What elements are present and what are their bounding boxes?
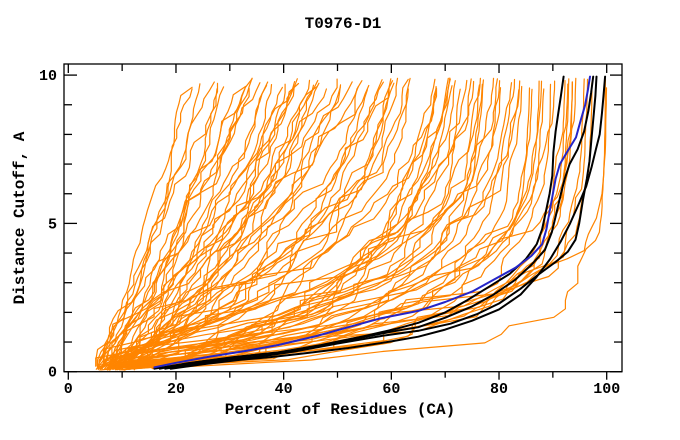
model-curve-orange: [119, 79, 566, 369]
x-tick-label: 40: [275, 381, 293, 398]
model-curve-orange: [97, 82, 219, 371]
model-curve-orange: [109, 88, 389, 371]
model-curve-orange: [114, 81, 353, 370]
model-curve-orange: [98, 80, 296, 370]
model-curve-orange: [135, 81, 269, 370]
model-curve-orange: [104, 77, 577, 367]
model-curve-orange: [125, 78, 570, 366]
model-curve-orange: [107, 80, 543, 368]
model-curve-orange: [102, 80, 475, 367]
model-curve-orange: [109, 85, 523, 366]
model-curve-orange: [101, 78, 338, 367]
model-curve-orange: [102, 80, 394, 368]
model-curve-orange: [113, 87, 608, 366]
y-axis-label: Distance Cutoff, A: [11, 131, 29, 305]
model-curve-orange: [102, 78, 585, 366]
model-curve-orange: [136, 78, 516, 368]
y-tick-label: 5: [48, 216, 57, 233]
model-curve-orange: [133, 78, 451, 367]
model-curve-orange: [107, 82, 261, 370]
model-curve-orange: [104, 84, 342, 370]
x-axis-label: Percent of Residues (CA): [224, 401, 456, 419]
model-curve-orange: [95, 77, 253, 370]
model-curve-orange: [120, 83, 552, 367]
plot-frame: [63, 63, 623, 373]
model-curve-orange: [122, 86, 341, 367]
x-tick-label: 0: [64, 381, 73, 398]
model-curve-orange: [108, 80, 363, 368]
model-curve-model-black-3: [164, 75, 598, 370]
model-curve-orange: [128, 85, 295, 370]
model-curve-orange: [121, 88, 409, 367]
x-tick-label: 20: [167, 381, 185, 398]
model-curve-orange: [99, 85, 359, 371]
model-curve-model-blue: [153, 75, 591, 369]
model-curve-orange: [124, 87, 502, 367]
model-curve-orange: [101, 79, 311, 370]
model-curve-orange: [121, 83, 286, 370]
model-curve-orange: [128, 79, 319, 366]
model-curve-orange: [104, 85, 453, 366]
model-curve-orange: [111, 80, 521, 368]
model-curve-orange: [112, 78, 472, 370]
y-tick-label: 0: [48, 365, 57, 382]
x-tick-label: 80: [490, 381, 508, 398]
y-tick-label: 10: [39, 68, 57, 85]
x-tick-label: 60: [382, 381, 400, 398]
model-curve-orange: [151, 77, 607, 370]
model-curve-orange: [95, 86, 193, 367]
model-curve-orange: [96, 87, 250, 369]
model-curve-orange: [106, 79, 468, 371]
model-curve-orange: [128, 82, 513, 370]
model-curve-orange: [102, 84, 268, 366]
model-curve-orange: [107, 82, 395, 367]
chart-title: T0976-D1: [304, 15, 382, 33]
model-curve-orange: [120, 89, 520, 371]
model-curve-orange: [98, 82, 320, 368]
x-tick-label: 100: [593, 381, 620, 398]
model-curve-orange: [100, 88, 193, 369]
model-curve-orange: [115, 87, 531, 366]
model-curve-orange: [100, 78, 392, 370]
model-curve-orange: [110, 78, 498, 367]
model-curve-model-black-4: [169, 75, 607, 370]
model-curve-orange: [107, 78, 253, 369]
model-curve-orange: [118, 83, 569, 371]
model-curve-orange: [126, 86, 318, 367]
model-curve-orange: [103, 87, 438, 367]
model-curve-orange: [115, 88, 218, 371]
model-curve-orange: [103, 88, 327, 367]
